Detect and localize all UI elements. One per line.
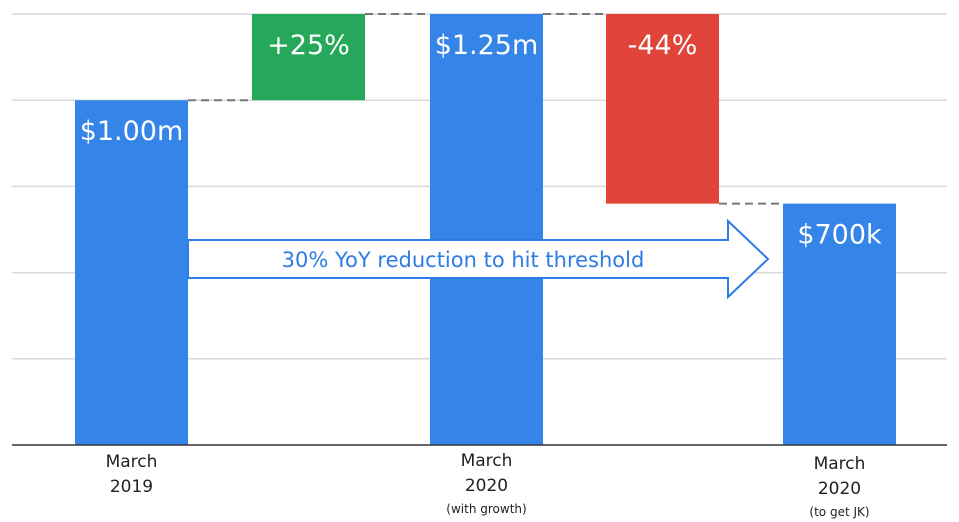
category-labels: March 2019 March 2020 (with growth) March 2020… bbox=[106, 451, 870, 519]
category-sublabel-march-2020-growth: (with growth) bbox=[446, 502, 526, 516]
bar-labels: $1.00m +25% $1.25m -44% $700k bbox=[80, 30, 882, 251]
bars bbox=[75, 14, 896, 445]
bar-label-march-2020-jk: $700k bbox=[797, 220, 882, 251]
annotation-text: 30% YoY reduction to hit threshold bbox=[282, 248, 645, 272]
bar-label-march-2019: $1.00m bbox=[80, 116, 184, 147]
annotation-arrow-shape bbox=[187, 218, 770, 300]
annotation-arrow: 30% YoY reduction to hit threshold bbox=[187, 218, 770, 300]
category-label-march-2020-jk: March bbox=[814, 454, 866, 474]
category-label-march-2019: March bbox=[106, 452, 158, 472]
category-label-march-2019: 2019 bbox=[110, 477, 153, 497]
connector-lines bbox=[188, 13, 783, 205]
bar-label-growth: +25% bbox=[267, 30, 350, 61]
bar-march-2019 bbox=[75, 100, 188, 445]
bar-march-2020-jk bbox=[783, 203, 896, 445]
bar-march-2020-growth bbox=[430, 14, 543, 445]
category-label-march-2020-growth: 2020 bbox=[465, 476, 508, 496]
category-label-march-2020-jk: 2020 bbox=[818, 479, 861, 499]
bar-reduction bbox=[606, 14, 719, 204]
category-label-march-2020-growth: March bbox=[461, 451, 513, 471]
bar-label-reduction: -44% bbox=[628, 30, 698, 61]
bar-growth bbox=[252, 14, 365, 101]
category-sublabel-march-2020-jk: (to get JK) bbox=[809, 505, 869, 519]
bar-label-march-2020-growth: $1.25m bbox=[435, 30, 539, 61]
